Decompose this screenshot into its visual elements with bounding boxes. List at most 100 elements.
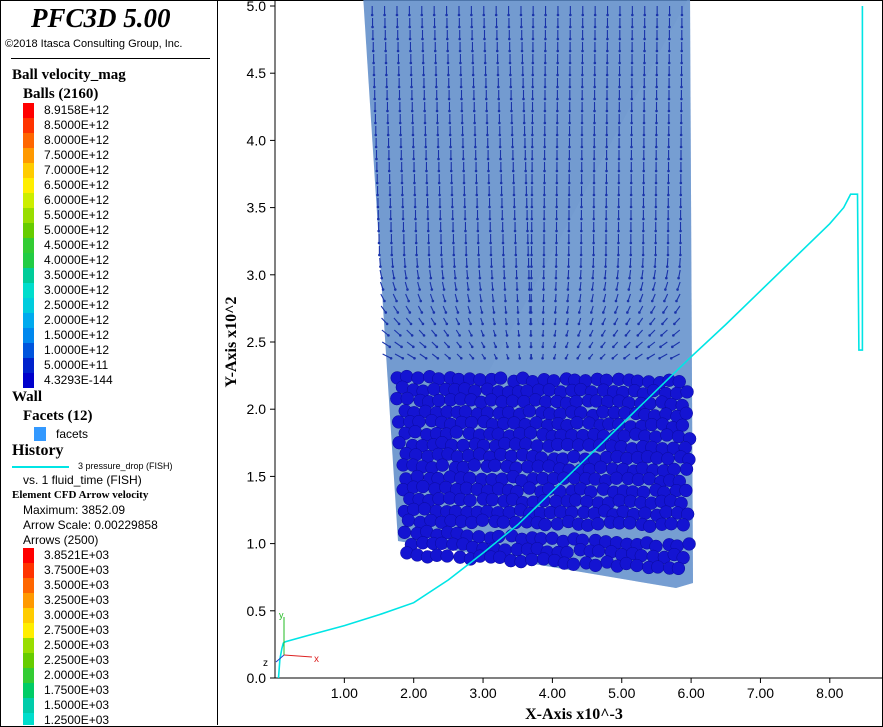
velocity-arrow	[660, 329, 668, 337]
velocity-arrow	[604, 234, 608, 245]
velocity-arrow	[578, 293, 582, 303]
x-tick-label: 8.00	[816, 685, 843, 701]
velocity-arrow	[630, 42, 634, 53]
velocity-arrow	[483, 30, 486, 41]
velocity-arrow	[437, 162, 441, 173]
scale-label: 3.0000E+12	[44, 283, 110, 297]
velocity-arrow	[530, 222, 534, 233]
velocity-arrow	[618, 102, 621, 113]
velocity-arrow	[592, 210, 596, 221]
plot-area[interactable]: 0.0 0.5 1.0 1.5 2.0 2.5 3.0 3.5 4.0 4.5 5.0 1.00 2.0…	[218, 0, 883, 727]
velocity-arrow	[618, 54, 621, 65]
velocity-arrow	[414, 222, 418, 233]
velocity-arrow	[679, 114, 683, 125]
arrow-scale-label: Arrow Scale: 0.00229858	[23, 518, 158, 532]
scale-label: 4.3293E-144	[44, 373, 113, 387]
velocity-arrow	[516, 305, 520, 314]
velocity-arrow	[525, 186, 528, 197]
velocity-arrow	[447, 78, 451, 89]
velocity-arrow	[679, 222, 682, 233]
scale-swatch	[23, 238, 34, 253]
scale-swatch	[23, 253, 34, 268]
velocity-arrow	[593, 18, 597, 29]
velocity-arrow	[370, 6, 374, 17]
velocity-arrow	[629, 198, 633, 209]
ball-particle	[679, 483, 693, 498]
velocity-arrow	[554, 293, 557, 303]
velocity-arrow	[429, 293, 435, 303]
velocity-arrow	[643, 30, 646, 41]
velocity-arrow	[376, 198, 380, 209]
velocity-arrow	[443, 329, 450, 337]
scale-label: 2.0000E+03	[44, 668, 110, 682]
velocity-arrow	[565, 329, 569, 337]
velocity-arrow	[617, 198, 620, 209]
velocity-arrow	[402, 222, 405, 233]
velocity-arrow	[581, 30, 584, 41]
velocity-arrow	[463, 198, 467, 209]
scale-label: 8.5000E+12	[44, 118, 110, 132]
velocity-arrow	[642, 150, 646, 161]
velocity-arrow	[397, 78, 401, 89]
scale-swatch	[23, 593, 34, 608]
velocity-arrow	[519, 6, 523, 17]
velocity-arrow	[520, 30, 523, 41]
facets-count-label: Facets (12)	[23, 408, 93, 424]
velocity-arrow	[415, 246, 418, 257]
velocity-arrow	[593, 78, 596, 89]
velocity-arrow	[509, 78, 513, 89]
velocity-arrow	[492, 317, 496, 326]
velocity-arrow	[680, 90, 683, 101]
velocity-arrow	[592, 138, 596, 149]
velocity-arrow	[667, 126, 671, 137]
velocity-arrow	[593, 30, 597, 41]
velocity-arrow	[460, 114, 464, 125]
x-tick-label: 1.00	[331, 685, 358, 701]
velocity-arrow	[485, 90, 488, 101]
velocity-arrow	[499, 162, 503, 173]
velocity-arrow	[680, 30, 684, 41]
velocity-arrow	[502, 257, 506, 268]
scale-label: 8.0000E+12	[44, 133, 110, 147]
velocity-arrow	[457, 6, 461, 17]
scale-label: 2.5000E+12	[44, 298, 110, 312]
ball-particle	[591, 544, 606, 558]
velocity-arrow	[555, 246, 558, 257]
velocity-arrow	[643, 6, 647, 17]
velocity-arrow	[629, 174, 633, 185]
velocity-arrow	[470, 18, 474, 29]
velocity-arrow	[416, 257, 419, 268]
velocity-arrow	[617, 150, 621, 161]
ball-particle	[449, 425, 464, 439]
velocity-arrow	[667, 114, 671, 125]
velocity-arrow	[510, 114, 514, 125]
velocity-arrow	[467, 293, 471, 303]
ball-particle	[582, 416, 596, 430]
velocity-arrow	[424, 150, 428, 161]
velocity-arrow	[521, 78, 525, 89]
velocity-arrow	[388, 186, 392, 197]
velocity-arrow	[614, 293, 619, 303]
velocity-arrow	[405, 293, 410, 303]
velocity-arrow	[432, 6, 436, 17]
axis-triad: y x z	[263, 610, 319, 669]
velocity-arrow	[567, 246, 571, 257]
velocity-arrow	[437, 150, 440, 161]
velocity-arrow	[568, 78, 572, 89]
velocity-arrow	[668, 18, 671, 29]
velocity-arrow	[680, 78, 683, 89]
velocity-arrow	[450, 174, 453, 185]
velocity-arrow	[458, 30, 462, 41]
velocity-arrow	[667, 90, 671, 101]
velocity-arrow	[470, 30, 474, 41]
velocity-arrow	[396, 18, 399, 29]
velocity-arrow	[513, 198, 516, 209]
velocity-arrow	[395, 6, 399, 17]
velocity-arrow	[507, 6, 510, 17]
velocity-arrow	[500, 198, 504, 209]
y-tick-label: 0.5	[247, 603, 267, 619]
velocity-arrow	[591, 269, 595, 280]
velocity-arrow	[377, 234, 381, 245]
velocity-arrow	[604, 246, 608, 257]
velocity-arrow	[476, 210, 479, 221]
